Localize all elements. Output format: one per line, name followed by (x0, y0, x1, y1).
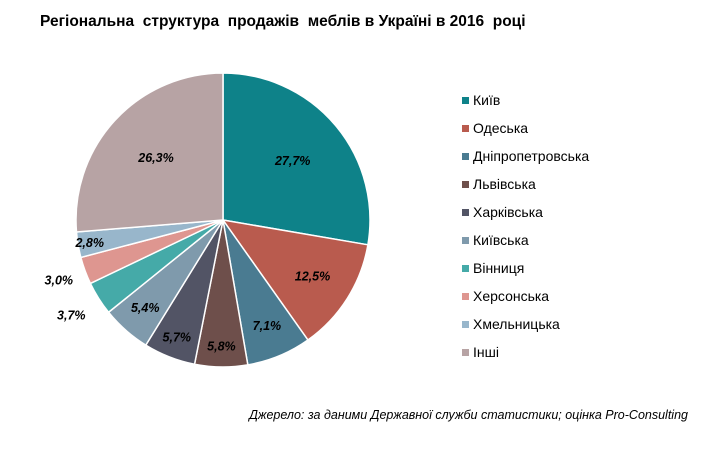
legend-label: Київська (473, 232, 529, 248)
legend-label: Херсонська (473, 288, 550, 304)
legend-item-7: Вінниця (462, 254, 589, 282)
legend-swatch (462, 152, 469, 160)
legend-swatch (462, 320, 469, 328)
legend-swatch (462, 96, 469, 104)
data-label-2: 12,5% (295, 269, 330, 283)
legend-label: Одеська (473, 120, 529, 136)
legend-swatch (462, 264, 469, 272)
pie-slice-2 (221, 218, 369, 342)
data-label-5: 5,7% (163, 331, 192, 345)
legend-swatch (462, 180, 469, 188)
data-label-10: 26,3% (137, 151, 173, 165)
legend-swatch (462, 124, 469, 132)
legend-item-5: Харківська (462, 198, 589, 226)
legend-label: Вінниця (473, 260, 525, 276)
legend-swatch (462, 208, 469, 216)
legend-label: Київ (473, 92, 501, 108)
data-label-7: 3,7% (57, 309, 86, 323)
legend: Київ Одеська Дніпропетровська Львівська Харк… (462, 86, 589, 366)
legend-label: Львівська (473, 176, 536, 192)
data-label-6: 5,4% (131, 301, 160, 315)
legend-item-9: Хмельницька (462, 310, 589, 338)
data-label-9: 2,8% (74, 236, 104, 250)
legend-label: Хмельницька (473, 316, 560, 332)
legend-item-8: Херсонська (462, 282, 589, 310)
data-label-4: 5,8% (207, 339, 236, 353)
legend-swatch (462, 292, 469, 300)
legend-label: Дніпропетровська (473, 148, 590, 164)
legend-item-2: Одеська (462, 114, 589, 142)
pie-slice-1 (222, 72, 371, 246)
legend-item-3: Дніпропетровська (462, 142, 589, 170)
legend-item-1: Київ (462, 86, 589, 114)
legend-swatch (462, 236, 469, 244)
legend-swatch (462, 348, 469, 356)
legend-item-10: Інші (462, 338, 589, 366)
legend-label: Харківська (473, 204, 543, 220)
legend-label: Інші (473, 344, 499, 360)
data-label-3: 7,1% (253, 319, 282, 333)
data-label-1: 27,7% (274, 154, 310, 168)
source-note: Джерело: за даними Державної служби стат… (249, 408, 688, 422)
chart-title: Регіональна структура продажів меблів в … (40, 13, 526, 30)
data-label-8: 3,0% (45, 273, 74, 287)
pie-slice-10 (75, 72, 224, 233)
legend-item-6: Київська (462, 226, 589, 254)
legend-item-4: Львівська (462, 170, 589, 198)
